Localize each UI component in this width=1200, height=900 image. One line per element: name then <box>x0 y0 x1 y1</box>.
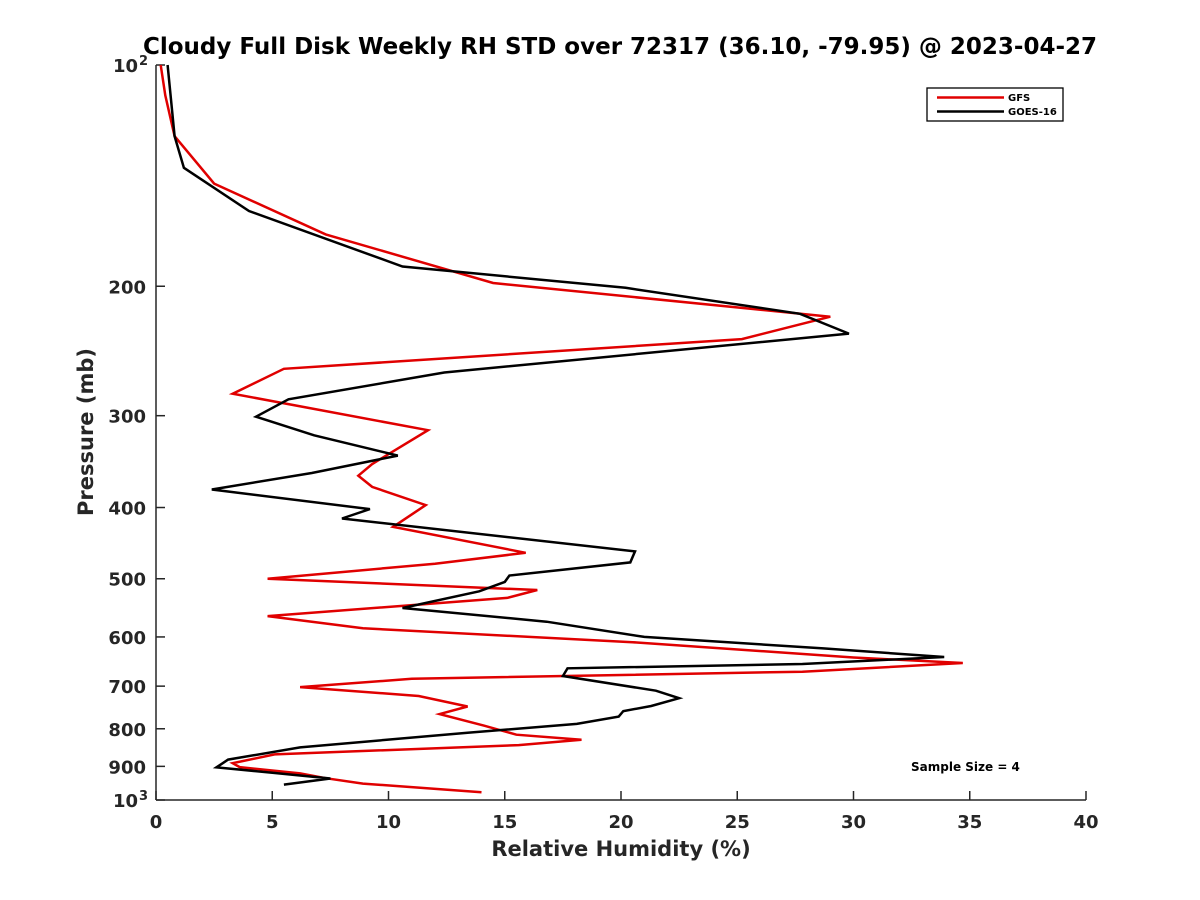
y-axis-label: Pressure (mb) <box>74 348 98 516</box>
y-tick-label: 400 <box>108 499 146 520</box>
chart-title: Cloudy Full Disk Weekly RH STD over 7231… <box>143 34 1097 60</box>
y-tick-label: 900 <box>108 757 146 778</box>
x-tick-label: 20 <box>608 812 633 833</box>
x-tick-label: 5 <box>266 812 279 833</box>
sample-size-annotation: Sample Size = 4 <box>911 760 1020 774</box>
legend-box <box>926 87 1064 122</box>
x-tick-label: 35 <box>957 812 982 833</box>
legend-label-gfs: GFS <box>1008 93 1030 104</box>
x-tick-label: 10 <box>376 812 401 833</box>
y-tick-label: 10 <box>113 791 138 812</box>
y-tick-label: 800 <box>108 720 146 741</box>
y-tick-exponent: 3 <box>139 789 148 804</box>
x-ticks: 0 5 10 15 20 25 30 35 40 <box>150 791 1099 833</box>
y-tick-label: 700 <box>108 677 146 698</box>
x-tick-label: 25 <box>725 812 750 833</box>
y-tick-label: 600 <box>108 628 146 649</box>
y-tick-exponent: 2 <box>139 54 148 69</box>
series-line-goes16 <box>166 64 945 786</box>
legend-label-goes16: GOES-16 <box>1008 107 1057 118</box>
x-tick-label: 30 <box>841 812 866 833</box>
y-tick-label: 500 <box>108 570 146 591</box>
series-line-gfs <box>159 64 963 794</box>
x-tick-label: 15 <box>492 812 517 833</box>
x-tick-label: 40 <box>1073 812 1098 833</box>
series-layer <box>159 64 963 794</box>
x-tick-label: 0 <box>150 812 163 833</box>
y-tick-label: 300 <box>108 407 146 428</box>
y-tick-label: 10 <box>113 56 138 77</box>
x-axis-label: Relative Humidity (%) <box>491 837 750 861</box>
legend: GFS GOES-16 <box>926 87 1064 122</box>
y-tick-label: 200 <box>108 277 146 298</box>
